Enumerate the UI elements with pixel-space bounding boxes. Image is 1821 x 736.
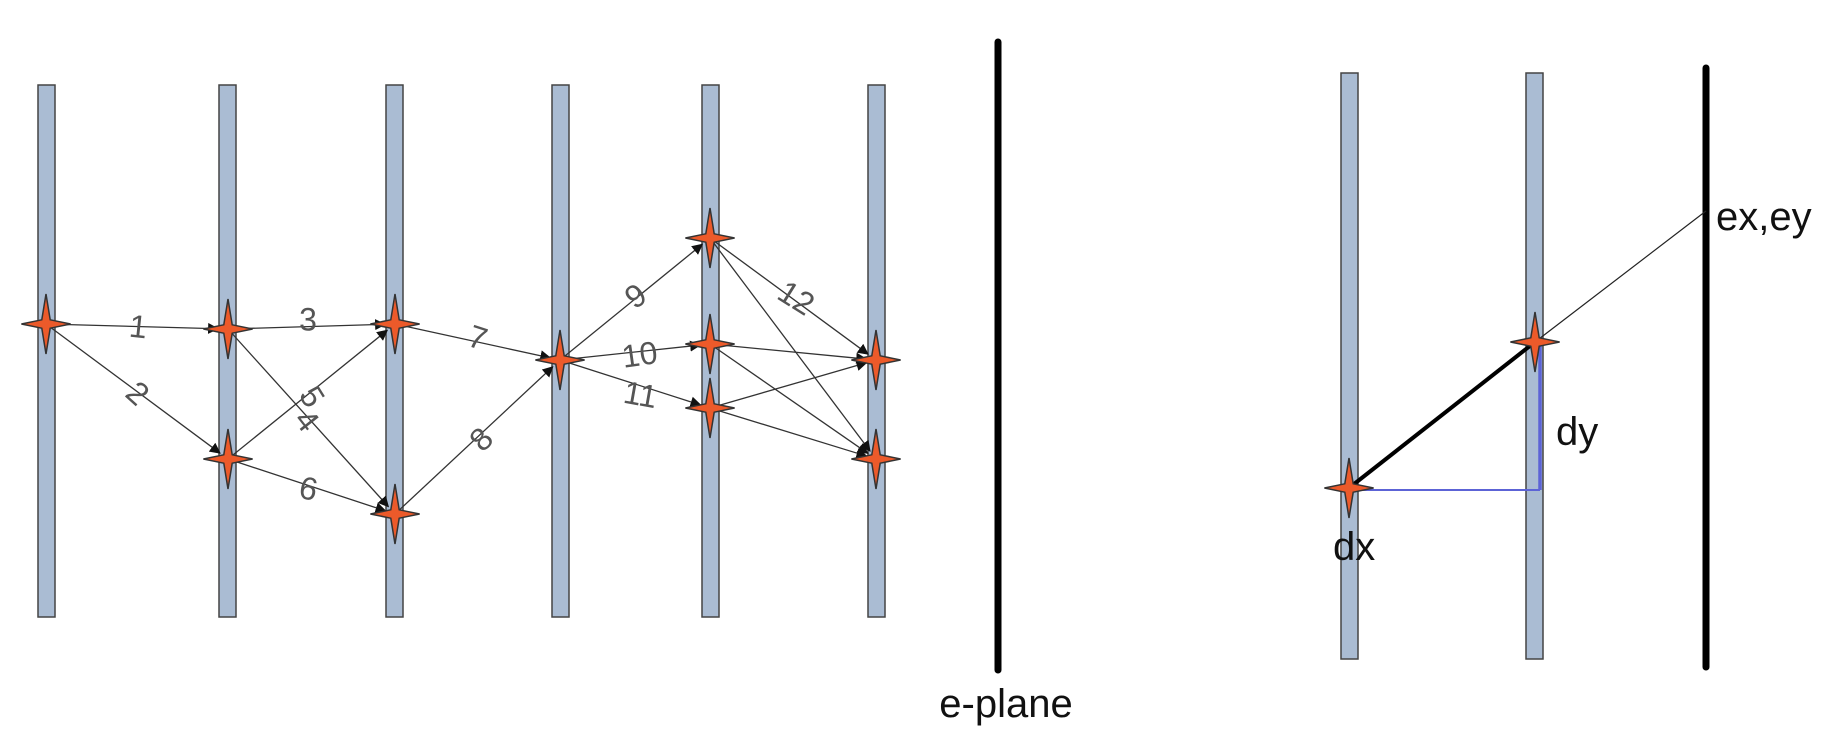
edge-3 xyxy=(227,319,387,331)
hit-star-f xyxy=(535,329,585,391)
edge-unlabeled-2 xyxy=(709,343,868,364)
right-hit-star-1 xyxy=(1324,457,1374,519)
edge-unlabeled-1 xyxy=(709,237,871,452)
hit-star-e xyxy=(370,483,420,545)
edge-unlabeled-4 xyxy=(709,360,868,409)
edge-label-9: 9 xyxy=(618,276,653,316)
edge-unlabeled-3 xyxy=(709,343,869,454)
dx-label: dx xyxy=(1333,525,1375,569)
edge-label-12: 12 xyxy=(772,273,821,322)
edge-6 xyxy=(227,458,387,513)
edge-label-10: 10 xyxy=(620,334,660,375)
edge-1 xyxy=(45,322,220,334)
track-segment xyxy=(1347,340,1537,490)
right-hit-star-2 xyxy=(1510,311,1560,373)
e-plane-label: e-plane xyxy=(939,682,1072,726)
hit-star-j xyxy=(851,329,901,391)
edge-10 xyxy=(559,340,702,361)
edge-9 xyxy=(559,243,704,361)
edge-4 xyxy=(227,328,390,508)
edge-11 xyxy=(559,359,702,408)
edge-label-8: 8 xyxy=(462,420,500,458)
hit-star-i xyxy=(685,377,735,439)
edge-5 xyxy=(227,329,389,460)
dy-label: dy xyxy=(1556,410,1598,454)
left-edges xyxy=(45,237,871,515)
edge-8 xyxy=(394,366,554,515)
edge-12 xyxy=(709,237,869,355)
hit-star-k xyxy=(851,428,901,490)
hit-star-h xyxy=(685,313,735,375)
hit-star-b xyxy=(203,298,253,360)
right-hits xyxy=(1324,311,1560,519)
extrapolation-line xyxy=(1534,210,1707,343)
edge-label-7: 7 xyxy=(464,318,492,358)
edge-label-2: 2 xyxy=(119,374,156,413)
right-detector-layers xyxy=(1340,72,1544,660)
left-detector-layers xyxy=(37,84,886,618)
edge-label-11: 11 xyxy=(621,374,660,415)
hit-star-d xyxy=(370,293,420,355)
right-layer-bar-1 xyxy=(1340,72,1359,660)
hit-star-c xyxy=(203,428,253,490)
edge-7 xyxy=(394,323,552,362)
edge-unlabeled-5 xyxy=(709,407,868,459)
hit-star-g xyxy=(685,207,735,269)
left-hits xyxy=(21,207,901,545)
edge-2 xyxy=(45,323,221,454)
edge-label-3: 3 xyxy=(299,301,317,337)
edge-label-1: 1 xyxy=(128,308,149,346)
ex-ey-label: ex,ey xyxy=(1716,195,1812,239)
edge-label-6: 6 xyxy=(296,469,321,508)
hit-star-a xyxy=(21,293,71,355)
